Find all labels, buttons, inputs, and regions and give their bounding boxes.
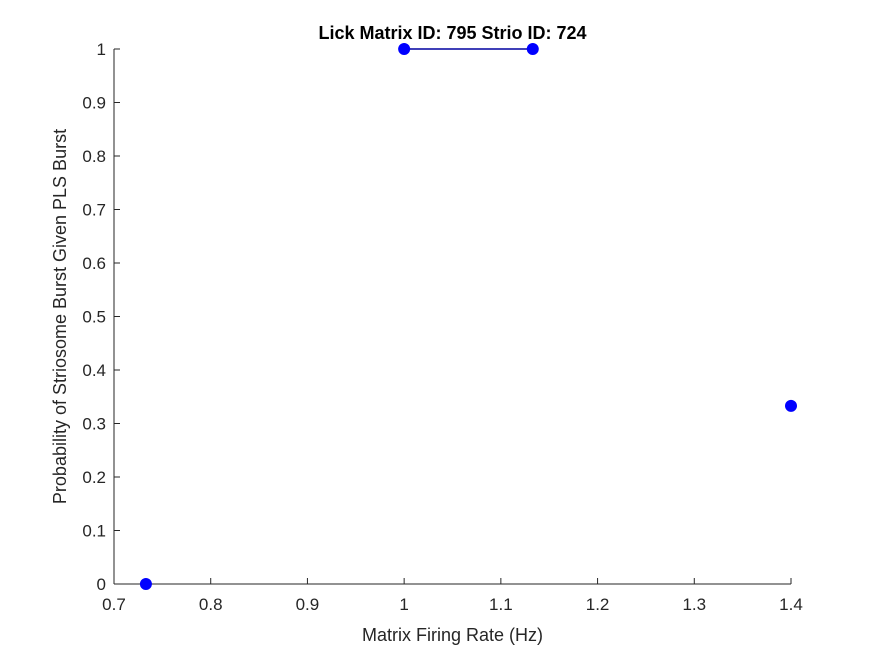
- y-tick-label: 0.1: [82, 522, 106, 541]
- data-series: [139, 43, 797, 590]
- x-tick-label: 1.3: [682, 595, 706, 614]
- y-tick-label: 0.6: [82, 254, 106, 273]
- y-tick-label: 1: [97, 40, 106, 59]
- x-tick-label: 0.9: [296, 595, 320, 614]
- data-point: [526, 43, 539, 55]
- x-tick-label: 1.1: [489, 595, 513, 614]
- data-point: [785, 399, 797, 412]
- axes: [113, 49, 791, 585]
- x-tick-label: 1.4: [779, 595, 803, 614]
- x-ticks: 0.7 0.8 0.9 1 1.1 1.2 1.3 1.4: [102, 578, 803, 614]
- x-axis-label: Matrix Firing Rate (Hz): [362, 625, 543, 645]
- chart-title: Lick Matrix ID: 795 Strio ID: 724: [318, 23, 586, 43]
- y-tick-label: 0.5: [82, 308, 106, 327]
- data-point: [398, 43, 411, 55]
- y-ticks: 0 0.1 0.2 0.3 0.4 0.5 0.6 0.7 0.8 0.9 1: [82, 40, 120, 594]
- x-tick-label: 0.8: [199, 595, 223, 614]
- x-tick-label: 1: [399, 595, 408, 614]
- y-tick-label: 0.2: [82, 468, 106, 487]
- x-tick-label: 0.7: [102, 595, 126, 614]
- y-tick-label: 0.8: [82, 147, 106, 166]
- y-tick-label: 0.4: [82, 361, 106, 380]
- data-point: [139, 578, 152, 590]
- y-tick-label: 0.9: [82, 94, 106, 113]
- y-tick-label: 0.7: [82, 201, 106, 220]
- y-axis-label: Probability of Striosome Burst Given PLS…: [50, 129, 70, 504]
- y-tick-label: 0.3: [82, 415, 106, 434]
- x-tick-label: 1.2: [586, 595, 610, 614]
- y-tick-label: 0: [97, 575, 106, 594]
